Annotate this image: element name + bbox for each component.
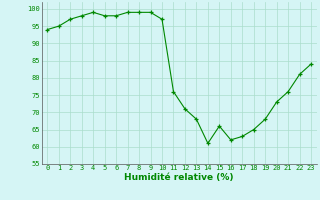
X-axis label: Humidité relative (%): Humidité relative (%) [124,173,234,182]
